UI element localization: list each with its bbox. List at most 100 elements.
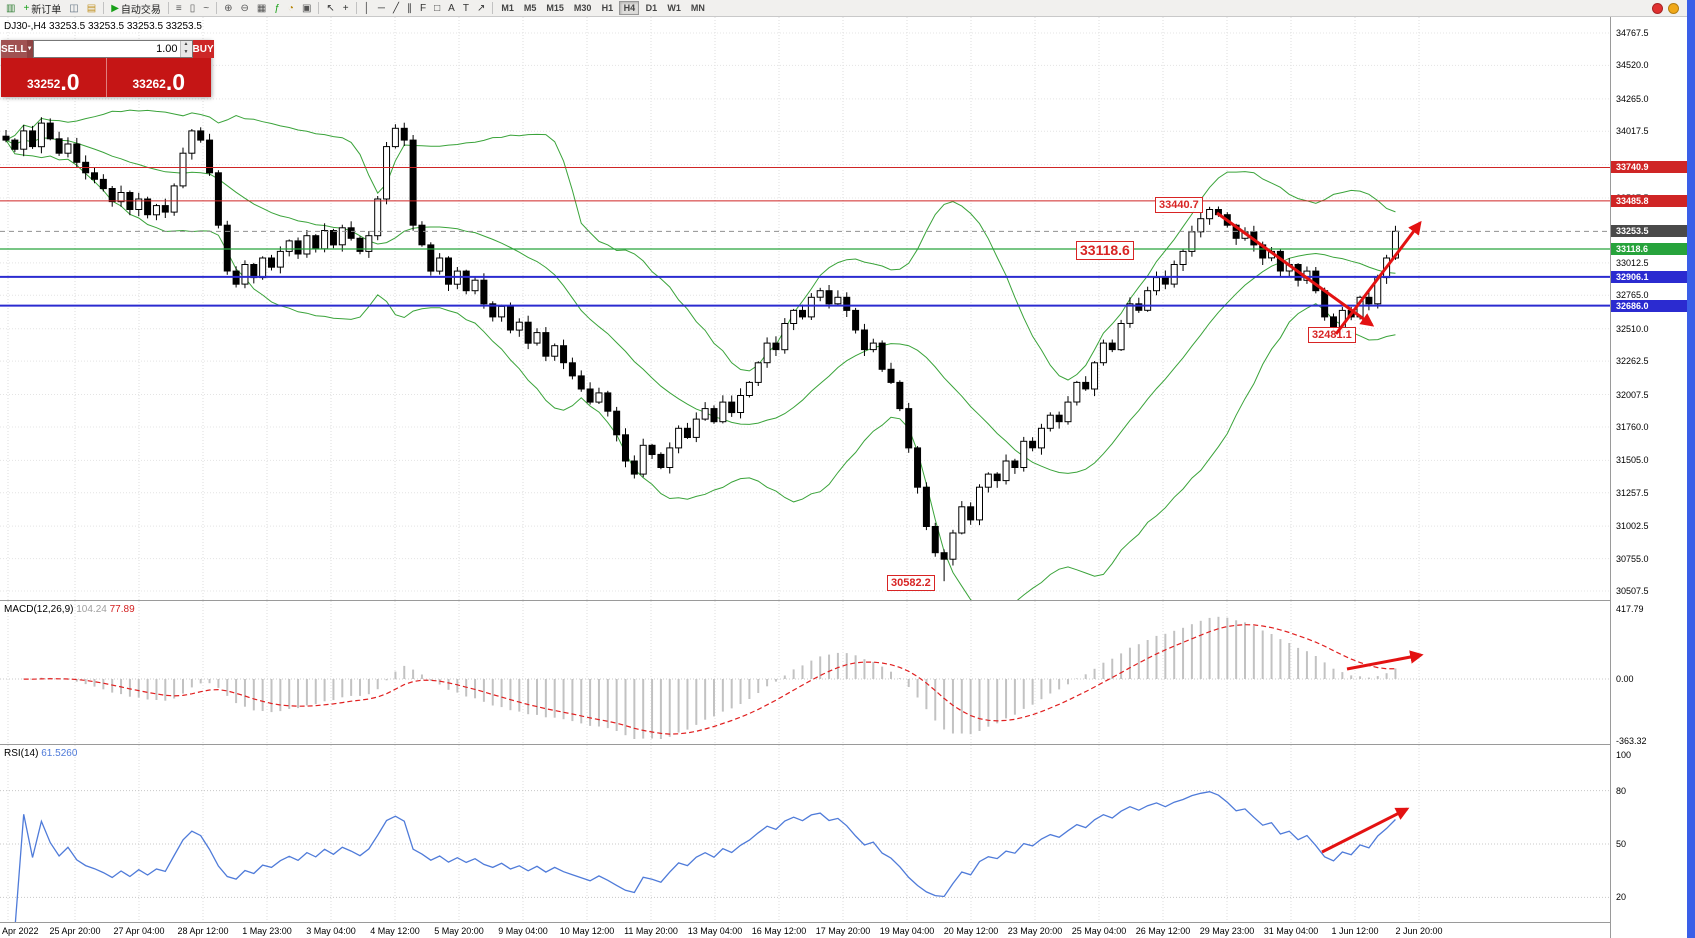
crosshair-icon[interactable]: + xyxy=(339,1,353,16)
timeframe-button-m5[interactable]: M5 xyxy=(523,3,537,13)
price-axis-label: 30755.0 xyxy=(1616,554,1649,564)
panel-separator[interactable] xyxy=(0,744,1687,745)
price-annotation: 33440.7 xyxy=(1155,197,1203,213)
indicators-icon[interactable]: ƒ xyxy=(270,1,284,16)
rsi-axis-label: 20 xyxy=(1616,892,1627,902)
sell-button[interactable]: SELL xyxy=(1,40,27,58)
new-order-button[interactable]: + 新订单 xyxy=(19,1,65,16)
cursor-icon[interactable]: ↖ xyxy=(322,1,338,16)
macd-signal-value: 77.89 xyxy=(109,604,135,615)
time-axis-label: 23 May 20:00 xyxy=(1007,926,1063,936)
shapes-icon-glyph: □ xyxy=(434,2,441,14)
fibonacci-icon[interactable]: F xyxy=(416,1,430,16)
timeframe-button-h4[interactable]: H4 xyxy=(619,1,640,15)
period-icon[interactable]: ◔ xyxy=(284,1,298,16)
timeframe-button-m1[interactable]: M1 xyxy=(501,3,514,13)
hline-icon-glyph: ─ xyxy=(377,2,385,14)
sell-price-pips: .0 xyxy=(60,69,80,96)
time-axis-label: 27 Apr 04:00 xyxy=(113,926,165,936)
time-axis-label: 20 May 12:00 xyxy=(943,926,999,936)
sell-price[interactable]: 33252.0 xyxy=(1,58,107,97)
lot-decrease-button[interactable]: ▼ xyxy=(180,49,192,57)
arrows-icon[interactable]: ↗ xyxy=(473,1,489,16)
new-order-button-label: 新订单 xyxy=(31,4,62,16)
rsi-line xyxy=(14,791,1396,922)
rsi-panel-canvas[interactable] xyxy=(0,745,1610,922)
lot-size-input[interactable] xyxy=(33,41,180,57)
macd-name: MACD(12,26,9) xyxy=(4,604,74,615)
rsi-name: RSI(14) xyxy=(4,748,39,759)
price-axis[interactable]: 34767.534520.034265.034017.533762.533507… xyxy=(1610,17,1688,938)
macd-axis-label: 417.79 xyxy=(1616,604,1644,614)
toolbar-separator xyxy=(167,2,169,14)
rsi-axis-label: 100 xyxy=(1616,750,1632,760)
time-axis-label: 1 Jun 12:00 xyxy=(1331,926,1379,936)
alert-icon[interactable] xyxy=(1652,2,1663,14)
toolbar-right-icons xyxy=(1652,2,1679,14)
label-icon[interactable]: T xyxy=(459,1,473,16)
time-axis-label: 2 Jun 20:00 xyxy=(1395,926,1443,936)
buy-button[interactable]: BUY xyxy=(192,40,214,58)
profiles-icon[interactable]: ▤ xyxy=(83,1,100,16)
timeframe-button-m30[interactable]: M30 xyxy=(573,3,592,13)
autotrade-button[interactable]: ▶ 自动交易 xyxy=(107,1,165,16)
timeframe-button-d1[interactable]: D1 xyxy=(645,3,658,13)
text-icon[interactable]: A xyxy=(444,1,459,16)
time-axis[interactable]: Apr 2022 25 Apr 20:00 27 Apr 04:00 28 Apr 1… xyxy=(0,922,1610,938)
macd-signal-line xyxy=(23,624,1396,735)
timeframe-button-m15[interactable]: M15 xyxy=(546,3,564,13)
timeframe-button-w1[interactable]: W1 xyxy=(667,3,681,13)
hline-icon[interactable]: ─ xyxy=(374,1,389,16)
candles-chart-icon[interactable]: ▯ xyxy=(186,1,200,16)
trendline-icon[interactable]: ╱ xyxy=(389,1,403,16)
time-axis-label: 19 May 04:00 xyxy=(879,926,935,936)
macd-indicator-label: MACD(12,26,9) 104.24 77.89 xyxy=(4,604,135,615)
period-icon-glyph: ◔ xyxy=(287,2,294,14)
panel-separator[interactable] xyxy=(0,600,1687,601)
price-line-tag: 33118.6 xyxy=(1611,243,1688,255)
price-line-tag: 33253.5 xyxy=(1611,225,1688,237)
zoom-in-icon[interactable]: ⊕ xyxy=(220,1,236,16)
chart-icon[interactable]: ▥ xyxy=(2,1,19,16)
time-axis-label: 25 May 04:00 xyxy=(1071,926,1127,936)
buy-price-main: 33262 xyxy=(132,77,166,91)
one-click-trading-panel: SELL ▼ ▲ ▼ BUY 33252.0 33262.0 xyxy=(1,40,214,97)
rsi-value: 61.5260 xyxy=(41,748,78,759)
vline-icon[interactable]: │ xyxy=(360,1,374,16)
lot-spinner: ▲ ▼ xyxy=(179,41,192,57)
buy-price-pips: .0 xyxy=(165,69,186,96)
main-chart-canvas[interactable] xyxy=(0,17,1610,601)
buy-price[interactable]: 33262.0 xyxy=(107,58,212,97)
lot-increase-button[interactable]: ▲ xyxy=(180,41,192,49)
bars-chart-icon[interactable]: ≡ xyxy=(172,1,186,16)
shapes-icon[interactable]: □ xyxy=(430,1,444,16)
chevron-down-icon[interactable]: ▼ xyxy=(26,40,33,58)
time-axis-label: 25 Apr 20:00 xyxy=(49,926,101,936)
rsi-axis-label: 50 xyxy=(1616,839,1627,849)
price-annotation: 30582.2 xyxy=(887,575,935,591)
price-line-tag: 32906.1 xyxy=(1611,271,1688,283)
bollinger-band xyxy=(5,137,1396,474)
time-axis-label: 31 May 04:00 xyxy=(1263,926,1319,936)
toolbar-separator xyxy=(103,2,105,14)
price-axis-label: 31505.0 xyxy=(1616,455,1649,465)
price-axis-label: 34265.0 xyxy=(1616,94,1649,104)
price-axis-label: 32510.0 xyxy=(1616,324,1649,334)
line-chart-icon[interactable]: ~ xyxy=(199,1,213,16)
price-line-tag: 33485.8 xyxy=(1611,195,1688,207)
timeframe-button-h1[interactable]: H1 xyxy=(601,3,614,13)
chart-windows-icon[interactable]: ◫ xyxy=(65,1,82,16)
templates-icon[interactable]: ▣ xyxy=(298,1,315,16)
macd-panel-canvas[interactable] xyxy=(0,601,1610,744)
timeframe-button-mn[interactable]: MN xyxy=(690,3,705,13)
window-edge-strip xyxy=(1687,0,1695,938)
chart-windows-icon-glyph: ◫ xyxy=(69,2,79,14)
channel-icon[interactable]: ∥ xyxy=(403,1,416,16)
tile-windows-icon[interactable]: ▦ xyxy=(253,1,270,16)
toolbar-separator xyxy=(216,2,218,14)
chart-symbol-info: DJ30-,H4 33253.5 33253.5 33253.5 33253.5 xyxy=(4,21,202,32)
clock-icon[interactable] xyxy=(1668,2,1679,14)
macd-main-value: 104.24 xyxy=(76,604,107,615)
zoom-out-icon[interactable]: ⊖ xyxy=(237,1,253,16)
time-axis-label: 10 May 12:00 xyxy=(559,926,615,936)
